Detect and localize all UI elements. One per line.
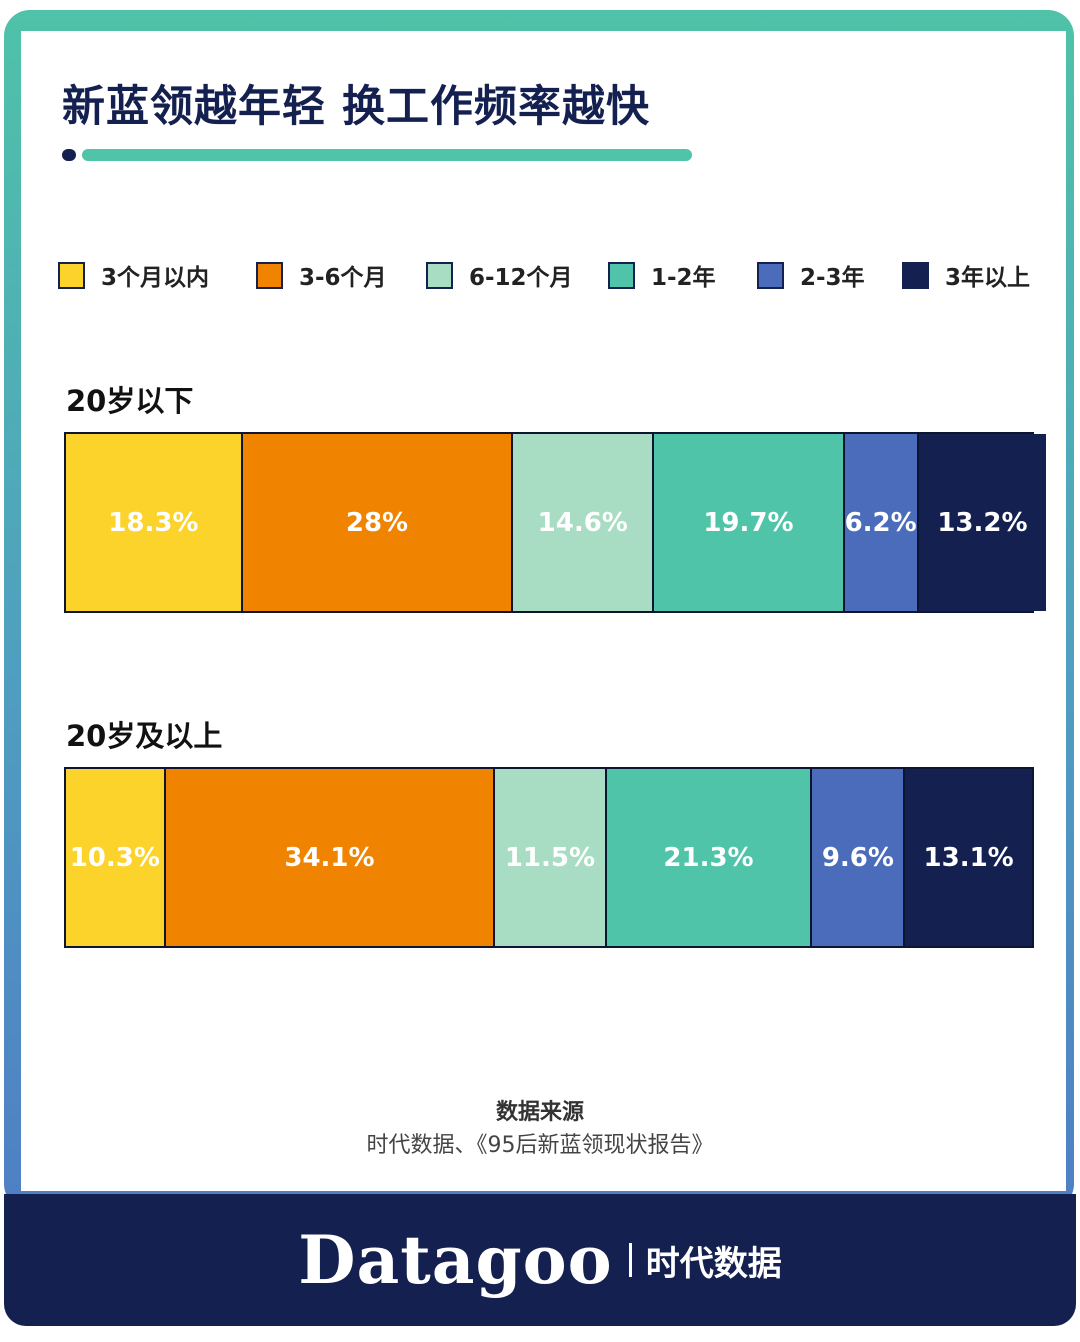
bar-segment: 28% [242,434,514,611]
data-label: 10.3% [69,842,160,873]
legend-item: 3个月以内 [58,258,209,292]
data-label: 28% [345,507,409,538]
data-label: 19.7% [703,507,794,538]
legend-swatch [58,261,85,289]
legend-item: 3-6个月 [256,258,387,292]
legend-swatch [757,261,784,289]
bar-segment: 13.1% [905,769,1032,946]
legend-item: 1-2年 [608,258,716,292]
legend-label: 6-12个月 [469,265,573,291]
title-underline-dot [62,149,76,161]
stacked-bar: 18.3% 28% 14.6% 19.7% 6.2% 13.2% [64,432,1047,613]
category-label: 20岁以下 [66,384,194,418]
data-label: 13.1% [923,842,1014,873]
bar-segment: 13.2% [918,434,1047,611]
title-underline [82,149,692,161]
brand-wordmark: Datagoo [298,1221,613,1299]
bar-segment: 9.6% [812,769,906,946]
legend-label: 1-2年 [651,265,716,291]
bar-segment: 19.7% [654,434,845,611]
legend-item: 2-3年 [757,258,865,292]
legend-item: 6-12个月 [426,258,573,292]
footer-bar: Datagoo 时代数据 [4,1194,1076,1326]
bar-segment: 34.1% [165,769,496,946]
legend-label: 3个月以内 [101,265,210,291]
legend-label: 2-3年 [800,265,865,291]
legend-swatch [608,261,635,289]
legend-item: 3年以上 [902,258,1030,292]
brand-divider [628,1243,632,1277]
legend-swatch [902,261,929,289]
legend-label: 3-6个月 [299,265,387,291]
data-label: 13.2% [937,507,1028,538]
bar-segment: 6.2% [844,434,919,611]
chart-title: 新蓝领越年轻 换工作频率越快 [62,82,650,132]
data-label: 9.6% [821,842,894,873]
data-label: 18.3% [108,507,199,538]
legend-label: 3年以上 [945,265,1031,291]
source-title: 数据来源 [495,1100,584,1125]
category-label: 20岁及以上 [66,719,223,753]
data-label: 6.2% [844,507,917,538]
legend-swatch [256,261,283,289]
data-label: 11.5% [504,842,596,873]
bar-segment: 11.5% [495,769,607,946]
bar-segment: 18.3% [66,434,243,611]
chart-legend: 3个月以内 3-6个月 6-12个月 1-2年 2-3年 3年以上 [0,258,1080,292]
bar-segment: 14.6% [513,434,655,611]
brand-name-cn: 时代数据 [645,1243,782,1284]
brand-logo: Datagoo 时代数据 [4,1194,1076,1326]
legend-swatch [426,261,453,289]
bar-segment: 10.3% [66,769,166,946]
data-label: 14.6% [537,507,628,538]
data-label: 34.1% [284,842,375,873]
bar-segment: 21.3% [606,769,813,946]
stacked-bar: 10.3% 34.1% 11.5% 21.3% 9.6% 13.1% [64,767,1034,948]
data-label: 21.3% [663,842,754,873]
source-text: 时代数据、《95后新蓝领现状报告》 [366,1133,714,1158]
